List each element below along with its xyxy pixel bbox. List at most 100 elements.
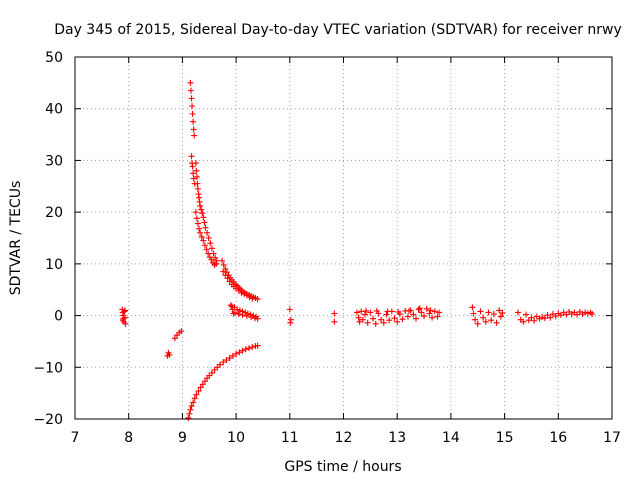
chart-title: Day 345 of 2015, Sidereal Day-to-day VTE…	[54, 22, 622, 38]
data-point	[331, 318, 338, 325]
data-point	[236, 349, 243, 356]
data-point	[418, 309, 425, 316]
data-point	[219, 257, 226, 264]
data-points	[119, 79, 596, 421]
data-point	[187, 79, 194, 86]
data-point	[192, 160, 199, 167]
data-point	[226, 278, 233, 285]
data-point	[220, 359, 227, 366]
data-point	[477, 308, 484, 315]
data-point	[201, 242, 208, 249]
data-point	[378, 316, 385, 323]
data-point	[525, 317, 532, 324]
data-point	[404, 313, 411, 320]
data-point	[234, 306, 241, 313]
data-point	[223, 357, 230, 364]
x-tick-label: 7	[71, 430, 80, 446]
data-point	[236, 307, 243, 314]
data-point	[361, 311, 368, 318]
data-point	[194, 185, 201, 192]
x-tick-label: 15	[496, 430, 514, 446]
data-point	[515, 309, 522, 316]
data-point	[206, 372, 213, 379]
data-point	[239, 312, 246, 319]
data-point	[235, 311, 242, 318]
data-point	[202, 224, 209, 231]
data-point	[427, 307, 434, 314]
data-point	[406, 307, 413, 314]
data-point	[552, 313, 559, 320]
data-point	[188, 95, 195, 102]
x-tick-labels: 7 8 9 10 11 12 13 14 15 16 17	[71, 430, 621, 446]
data-point	[563, 311, 570, 318]
data-point	[222, 272, 229, 279]
y-tick-label: 10	[45, 257, 63, 273]
data-point	[207, 240, 214, 247]
data-point	[191, 132, 198, 139]
x-axis-label: GPS time / hours	[284, 459, 401, 475]
data-point	[421, 313, 428, 320]
data-point	[520, 318, 527, 325]
data-point	[380, 319, 387, 326]
data-point	[193, 215, 200, 222]
data-point	[436, 309, 443, 316]
data-point	[187, 406, 194, 413]
data-point	[190, 170, 197, 177]
data-point	[248, 314, 255, 321]
x-tick-label: 11	[281, 430, 299, 446]
data-point	[201, 378, 208, 385]
data-point	[216, 361, 223, 368]
data-point	[188, 403, 195, 410]
data-point	[434, 313, 441, 320]
data-point	[426, 310, 433, 317]
data-point	[227, 302, 234, 309]
data-point	[531, 317, 538, 324]
y-tick-label: −10	[33, 360, 63, 376]
data-point	[356, 318, 363, 325]
data-point	[499, 309, 506, 316]
data-point	[226, 354, 233, 361]
data-point	[211, 366, 218, 373]
data-point	[243, 313, 250, 320]
data-point	[171, 335, 178, 342]
data-point	[429, 314, 436, 321]
data-point	[528, 314, 535, 321]
data-point	[355, 314, 362, 321]
data-point	[254, 342, 261, 349]
y-tick-label: 40	[45, 102, 63, 118]
data-point	[589, 311, 596, 318]
data-point	[412, 315, 419, 322]
data-point	[245, 345, 252, 352]
data-point	[166, 351, 173, 358]
data-point	[287, 319, 294, 326]
y-axis-label: SDTVAR / TECUs	[8, 181, 24, 296]
data-point	[415, 306, 422, 313]
data-point	[474, 320, 481, 327]
data-point	[544, 312, 551, 319]
data-point	[232, 309, 239, 316]
data-point	[574, 311, 581, 318]
data-point	[372, 320, 379, 327]
data-point	[214, 364, 221, 371]
data-point	[200, 214, 207, 221]
data-point	[364, 319, 371, 326]
data-point	[229, 352, 236, 359]
data-point	[189, 103, 196, 110]
data-point	[416, 305, 423, 312]
data-point	[212, 254, 219, 261]
data-point	[205, 250, 212, 257]
data-point	[239, 347, 246, 354]
data-point	[367, 309, 374, 316]
data-point	[480, 314, 487, 321]
data-point	[469, 304, 476, 311]
data-point	[197, 202, 204, 209]
data-point	[189, 110, 196, 117]
data-point	[208, 245, 215, 252]
x-tick-label: 16	[549, 430, 567, 446]
data-point	[254, 296, 261, 303]
data-point	[383, 311, 390, 318]
data-point	[199, 210, 206, 217]
data-point	[200, 237, 207, 244]
data-point	[493, 319, 500, 326]
